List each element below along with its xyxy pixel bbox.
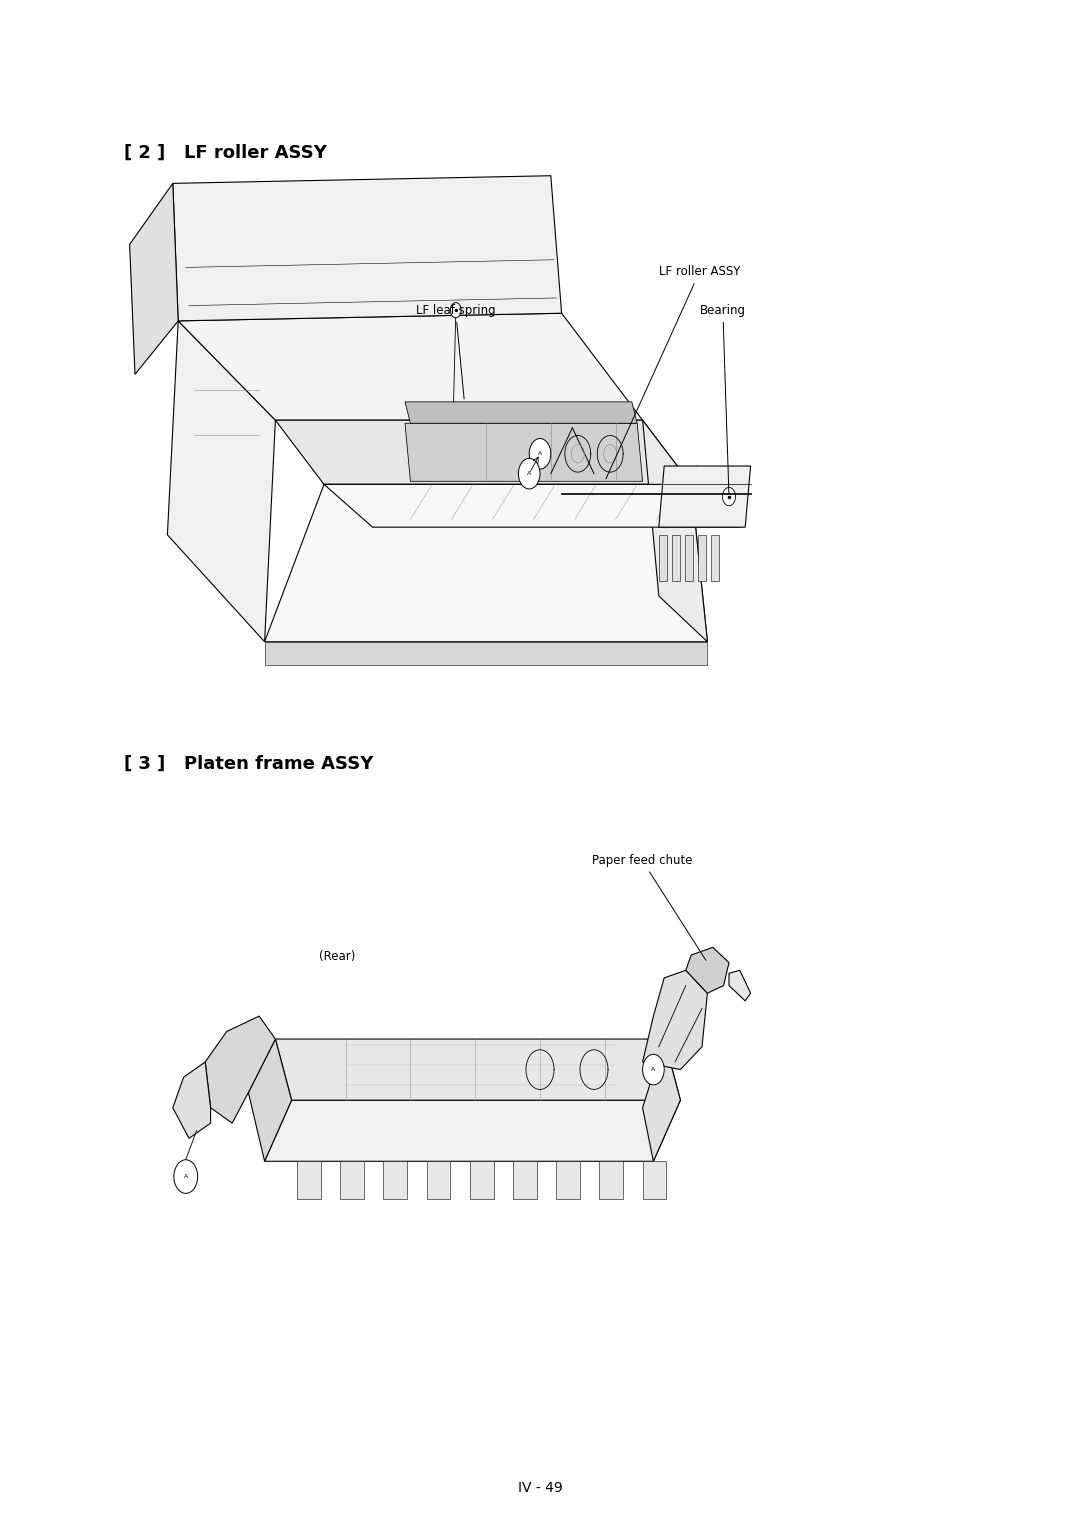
Polygon shape [513, 1161, 537, 1199]
Polygon shape [698, 535, 706, 581]
Text: Bearing: Bearing [700, 304, 746, 494]
Polygon shape [691, 466, 745, 527]
Polygon shape [659, 466, 751, 527]
Polygon shape [173, 176, 562, 321]
Polygon shape [470, 1161, 494, 1199]
Text: A: A [538, 451, 542, 457]
Polygon shape [450, 303, 461, 318]
Text: Paper feed chute: Paper feed chute [592, 854, 706, 960]
Polygon shape [711, 535, 719, 581]
Polygon shape [383, 1161, 407, 1199]
Text: IV - 49: IV - 49 [517, 1481, 563, 1496]
Text: A: A [184, 1174, 188, 1180]
Polygon shape [723, 487, 735, 506]
Polygon shape [275, 1039, 680, 1100]
Text: A: A [651, 1067, 656, 1073]
Circle shape [174, 1160, 198, 1193]
Polygon shape [205, 1016, 275, 1123]
Polygon shape [265, 642, 707, 665]
Text: LF leaf spring: LF leaf spring [416, 304, 496, 399]
Polygon shape [659, 535, 667, 581]
Text: A: A [527, 471, 531, 477]
Polygon shape [729, 970, 751, 1001]
Polygon shape [643, 970, 707, 1070]
Polygon shape [556, 1161, 580, 1199]
Text: [ 3 ]   Platen frame ASSY: [ 3 ] Platen frame ASSY [124, 755, 374, 773]
Polygon shape [340, 1161, 364, 1199]
Polygon shape [405, 423, 643, 481]
Polygon shape [672, 535, 680, 581]
Polygon shape [167, 321, 275, 642]
Polygon shape [643, 420, 707, 642]
Polygon shape [275, 420, 691, 484]
Polygon shape [685, 535, 693, 581]
Circle shape [529, 439, 551, 469]
Polygon shape [173, 1062, 211, 1138]
Polygon shape [405, 402, 637, 423]
Polygon shape [248, 1039, 292, 1161]
Circle shape [643, 1054, 664, 1085]
Polygon shape [686, 947, 729, 993]
Polygon shape [427, 1161, 450, 1199]
Polygon shape [324, 484, 740, 527]
Polygon shape [643, 1161, 666, 1199]
Polygon shape [643, 1039, 680, 1161]
Polygon shape [178, 313, 643, 420]
Text: (Rear): (Rear) [319, 950, 355, 963]
Circle shape [518, 458, 540, 489]
Text: [ 2 ]   LF roller ASSY: [ 2 ] LF roller ASSY [124, 144, 327, 162]
Text: LF roller ASSY: LF roller ASSY [606, 266, 740, 478]
Polygon shape [297, 1161, 321, 1199]
Polygon shape [265, 484, 707, 642]
Polygon shape [130, 183, 178, 374]
Polygon shape [265, 1100, 680, 1161]
Polygon shape [599, 1161, 623, 1199]
